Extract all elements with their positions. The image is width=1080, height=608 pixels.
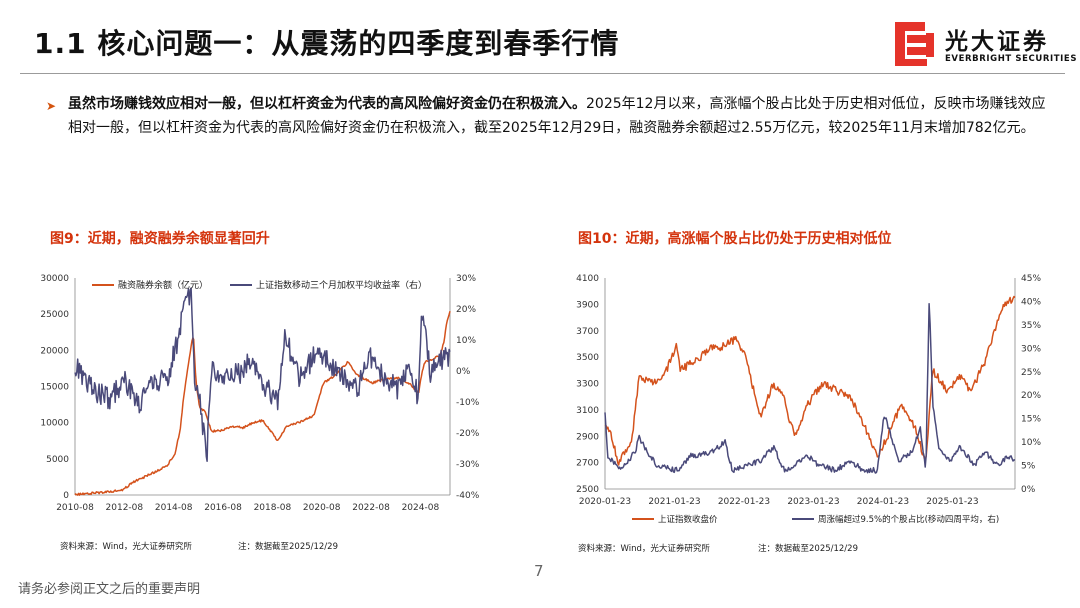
bullet-paragraph: ➤ 虽然市场赚钱效应相对一般，但以杠杆资金为代表的高风险偏好资金仍在积极流入。2… xyxy=(46,92,1056,140)
y-left-tick-label: 3100 xyxy=(576,406,599,416)
y-left-tick-label: 10000 xyxy=(40,419,69,429)
x-tick-label: 2021-01-23 xyxy=(648,497,700,507)
y-right-tick-label: -30% xyxy=(456,460,480,470)
series-line-2 xyxy=(604,303,1016,474)
series-line-2 xyxy=(74,287,451,462)
y-right-tick-label: 5% xyxy=(1021,462,1036,472)
y-right-tick-label: 45% xyxy=(1021,274,1041,284)
y-right-tick-label: 0% xyxy=(1021,485,1036,495)
x-tick-label: 2022-08 xyxy=(352,503,390,513)
y-right-tick-label: 20% xyxy=(1021,391,1041,401)
y-right-tick-label: 25% xyxy=(1021,368,1041,378)
y-right-tick-label: 0% xyxy=(456,367,471,377)
fig9-source: 资料来源：Wind，光大证券研究所 xyxy=(60,542,192,552)
y-right-tick-label: 35% xyxy=(1021,321,1041,331)
x-tick-label: 2022-01-23 xyxy=(718,497,770,507)
bullet-text: 虽然市场赚钱效应相对一般，但以杠杆资金为代表的高风险偏好资金仍在积极流入。202… xyxy=(68,92,1056,140)
y-left-tick-label: 5000 xyxy=(46,455,69,465)
x-tick-label: 2012-08 xyxy=(106,503,144,513)
y-left-tick-label: 30000 xyxy=(40,274,69,284)
x-tick-label: 2014-08 xyxy=(155,503,193,513)
x-tick-label: 2020-01-23 xyxy=(579,497,631,507)
fig10-note: 注：数据截至2025/12/29 xyxy=(758,544,858,554)
y-right-tick-label: 30% xyxy=(1021,344,1041,354)
bullet-body-text: 2025年12月以来，高涨幅个股占比处于历史相对低位，反映市场赚钱效应相对一般，… xyxy=(68,96,1046,136)
y-left-tick-label: 25000 xyxy=(40,310,69,320)
y-left-tick-label: 0 xyxy=(63,491,69,501)
logo-text-cn: 光大证券 xyxy=(945,29,1049,55)
x-tick-label: 2024-08 xyxy=(402,503,440,513)
x-tick-label: 2010-08 xyxy=(56,503,94,513)
legend-label-2: 上证指数移动三个月加权平均收益率（右） xyxy=(256,279,427,291)
y-left-tick-label: 3300 xyxy=(576,380,599,390)
series-line-1 xyxy=(74,311,451,496)
x-tick-label: 2020-08 xyxy=(303,503,341,513)
page-title: 1.1 核心问题一：从震荡的四季度到春季行情 xyxy=(34,27,620,60)
y-left-tick-label: 2700 xyxy=(576,459,599,469)
x-tick-label: 2016-08 xyxy=(204,503,242,513)
y-right-tick-label: -40% xyxy=(456,491,480,501)
legend-label-2: 周涨幅超过9.5%的个股占比(移动四周平均，右) xyxy=(818,514,999,525)
y-left-tick-label: 15000 xyxy=(40,383,69,393)
y-right-tick-label: -20% xyxy=(456,429,480,439)
x-tick-label: 2023-01-23 xyxy=(787,497,839,507)
x-tick-label: 2024-01-23 xyxy=(857,497,909,507)
logo-mark-icon xyxy=(895,22,934,66)
x-tick-label: 2018-08 xyxy=(254,503,292,513)
fig9-title: 图9：近期，融资融券余额显著回升 xyxy=(50,231,270,247)
disclaimer: 请务必参阅正文之后的重要声明 xyxy=(18,582,201,597)
chart-high-gain-share: 2500 2700 2900 3100 3300 3500 3700 3900 4100 0% 5%… xyxy=(576,274,1041,525)
y-left-tick-label: 3500 xyxy=(576,353,599,363)
title-divider xyxy=(20,73,1065,74)
bullet-arrow-icon: ➤ xyxy=(46,99,57,113)
legend-label-1: 融资融券余额（亿元） xyxy=(118,279,208,291)
chart-margin-balance: 0 5000 10000 15000 20000 25000 30000 -40% -30% -2… xyxy=(40,274,480,513)
y-right-tick-label: 40% xyxy=(1021,297,1041,307)
y-left-tick-label: 3700 xyxy=(576,327,599,337)
legend-label-1: 上证指数收盘价 xyxy=(658,514,718,525)
y-left-tick-label: 3900 xyxy=(576,300,599,310)
fig9-note: 注：数据截至2025/12/29 xyxy=(238,542,338,552)
page-number: 7 xyxy=(534,562,544,580)
x-tick-label: 2025-01-23 xyxy=(926,497,978,507)
fig10-title: 图10：近期，高涨幅个股占比仍处于历史相对低位 xyxy=(578,231,892,247)
y-right-tick-label: 30% xyxy=(456,274,476,284)
y-right-tick-label: 10% xyxy=(1021,438,1041,448)
y-right-tick-label: 20% xyxy=(456,305,476,315)
y-right-tick-label: 15% xyxy=(1021,415,1041,425)
y-left-tick-label: 2500 xyxy=(576,485,599,495)
y-right-tick-label: 10% xyxy=(456,336,476,346)
fig10-source: 资料来源：Wind，光大证券研究所 xyxy=(578,544,710,554)
company-logo: 光大证券 EVERBRIGHT SECURITIES xyxy=(893,20,1076,70)
y-left-tick-label: 4100 xyxy=(576,274,599,284)
series-line-1 xyxy=(604,295,1016,466)
y-left-tick-label: 2900 xyxy=(576,432,599,442)
bullet-bold-text: 虽然市场赚钱效应相对一般，但以杠杆资金为代表的高风险偏好资金仍在积极流入。 xyxy=(68,96,586,112)
y-left-tick-label: 20000 xyxy=(40,346,69,356)
y-right-tick-label: -10% xyxy=(456,398,480,408)
logo-text-en: EVERBRIGHT SECURITIES xyxy=(945,54,1078,64)
